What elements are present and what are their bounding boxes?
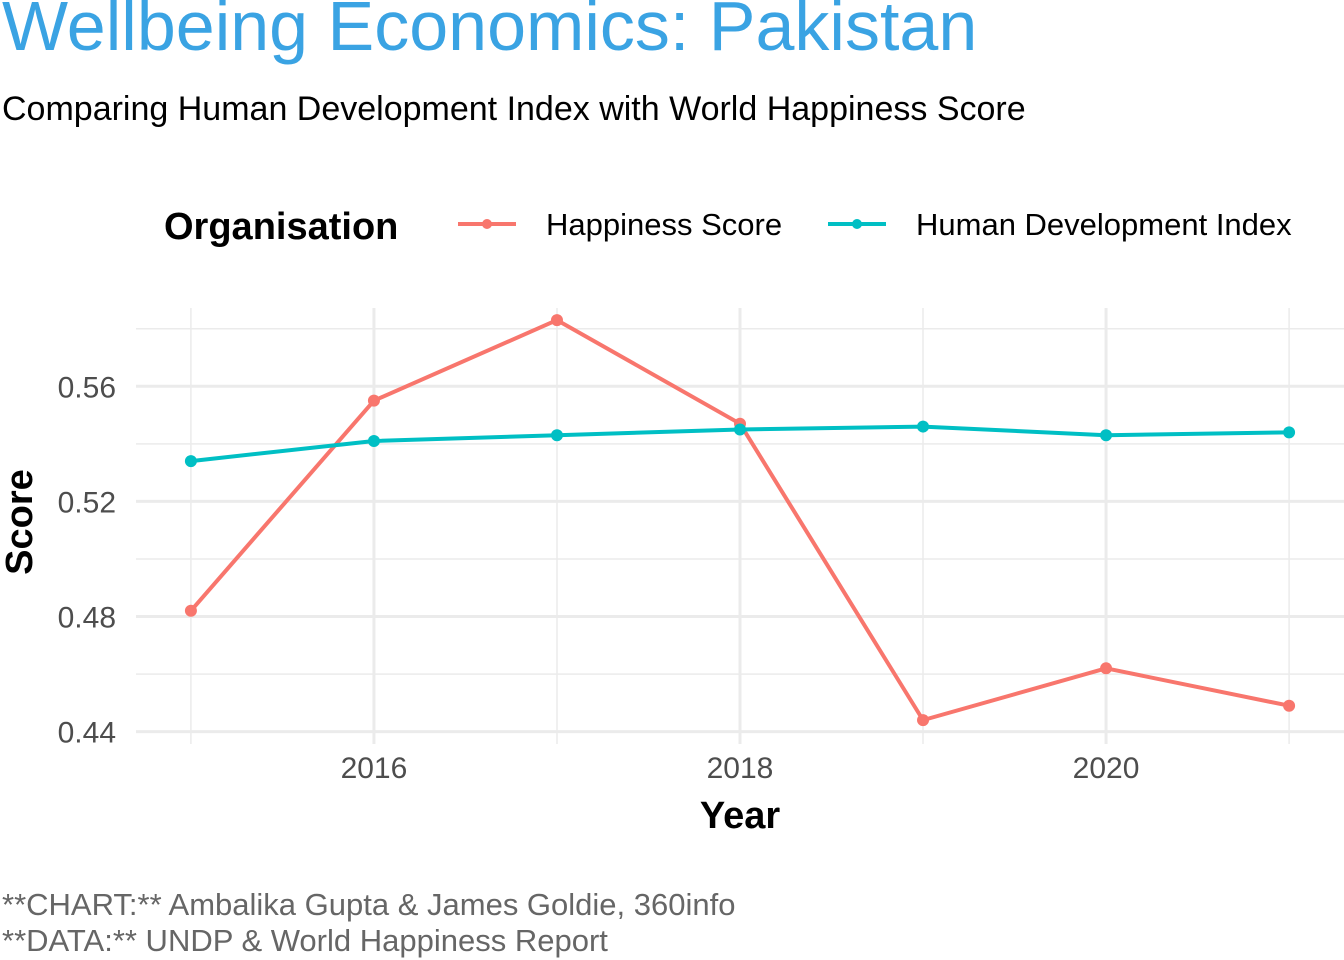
data-point-happiness-2015 bbox=[184, 604, 197, 617]
data-point-hdi-2021 bbox=[1283, 426, 1296, 439]
y-tick-label: 0.44 bbox=[58, 717, 116, 750]
chart-subtitle: Comparing Human Development Index with W… bbox=[2, 90, 1026, 128]
chart-title: Wellbeing Economics: Pakistan bbox=[2, 0, 978, 65]
legend-label-hdi: Human Development Index bbox=[916, 207, 1292, 242]
legend: Organisation Happiness Score Human Devel… bbox=[164, 206, 1292, 248]
data-point-hdi-2019 bbox=[917, 420, 930, 433]
x-tick-label: 2020 bbox=[1073, 752, 1140, 785]
y-tick-label: 0.48 bbox=[58, 602, 116, 635]
data-point-happiness-2021 bbox=[1283, 699, 1296, 712]
x-axis-title: Year bbox=[700, 795, 781, 837]
y-tick-label: 0.56 bbox=[58, 371, 116, 404]
legend-key-hdi-point bbox=[852, 219, 862, 229]
data-point-hdi-2018 bbox=[734, 423, 746, 436]
data-point-hdi-2015 bbox=[184, 455, 197, 468]
data-point-hdi-2017 bbox=[550, 429, 563, 442]
legend-label-happiness: Happiness Score bbox=[546, 207, 782, 242]
data-point-hdi-2020 bbox=[1100, 429, 1113, 442]
y-axis-title: Score bbox=[0, 469, 41, 575]
y-tick-label: 0.52 bbox=[58, 486, 116, 519]
data-point-happiness-2016 bbox=[367, 394, 380, 407]
data-point-hdi-2016 bbox=[367, 434, 380, 447]
data-point-happiness-2019 bbox=[917, 714, 930, 727]
legend-key-happiness-point bbox=[482, 219, 492, 229]
x-tick-label: 2016 bbox=[341, 752, 408, 785]
x-tick-label: 2018 bbox=[707, 752, 774, 785]
tick-labels: 2016 2018 2020 0.44 0.48 0.52 0.56 bbox=[58, 371, 1140, 785]
legend-title: Organisation bbox=[164, 206, 398, 248]
caption-chart-credit: **CHART:** Ambalika Gupta & James Goldie… bbox=[2, 887, 736, 922]
chart-series bbox=[184, 314, 1296, 727]
data-point-happiness-2020 bbox=[1100, 662, 1113, 675]
caption-data-credit: **DATA:** UNDP & World Happiness Report bbox=[2, 923, 608, 958]
data-point-happiness-2017 bbox=[550, 314, 563, 327]
